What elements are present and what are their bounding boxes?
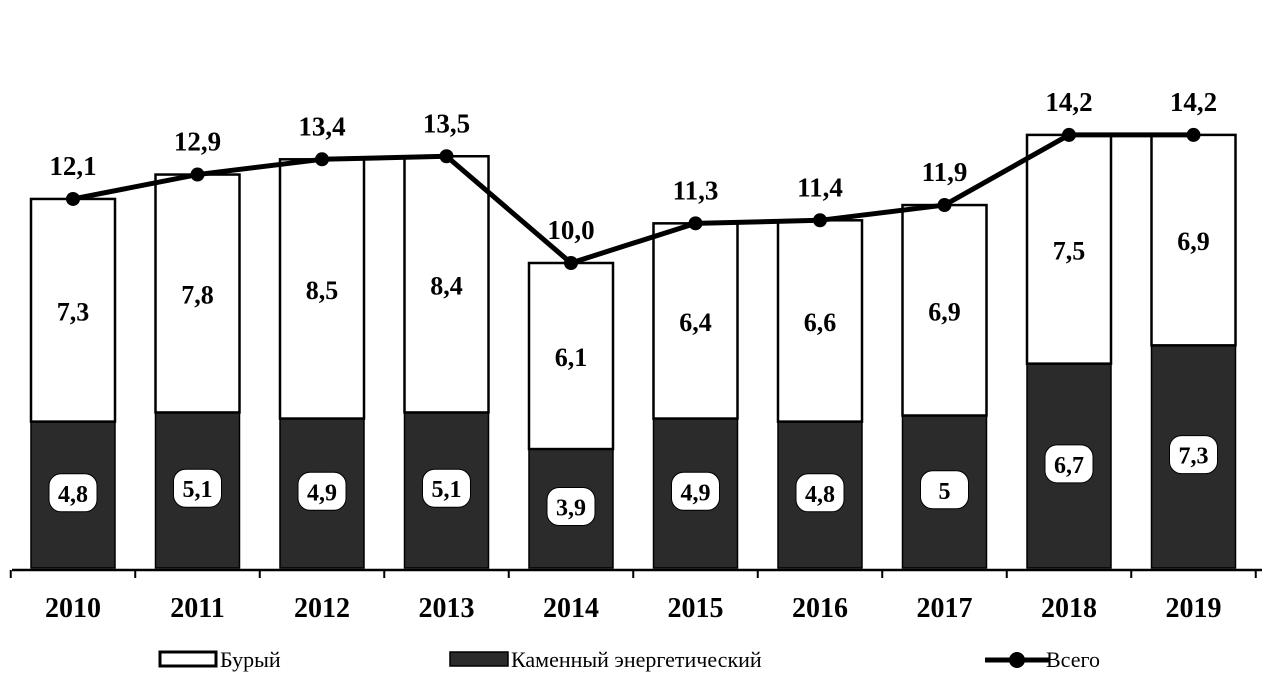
x-tick-label: 2019 (1166, 593, 1222, 624)
data-label-total: 10,0 (547, 215, 594, 245)
data-label-coal-bg (920, 470, 969, 510)
x-tick-label: 2010 (45, 593, 101, 624)
total-point (439, 149, 454, 164)
legend-swatch-coal (449, 651, 509, 667)
data-label-coal: 4,9 (681, 480, 711, 506)
data-label-coal: 4,8 (805, 482, 835, 508)
data-label-total: 12,1 (49, 151, 96, 181)
data-label-brown: 6,6 (804, 308, 837, 337)
data-label-coal: 6,7 (1054, 453, 1084, 479)
data-label-brown: 6,1 (555, 343, 588, 372)
total-point (813, 213, 827, 228)
data-label-coal-bg (1044, 444, 1094, 484)
data-label-total: 14,2 (1045, 87, 1092, 117)
bar-brown (901, 203, 988, 417)
data-label-total: 11,3 (673, 175, 719, 205)
data-label-coal: 5 (939, 479, 951, 505)
data-label-brown: 8,4 (430, 271, 463, 300)
total-point (564, 256, 578, 270)
total-line-layer (66, 127, 1201, 270)
data-label-total: 11,4 (797, 172, 843, 202)
total-point (66, 191, 80, 206)
total-point (315, 152, 329, 167)
data-label-coal-bg (173, 468, 222, 508)
x-tick-label: 2013 (419, 593, 475, 624)
data-label-coal-bg (48, 473, 98, 513)
bar-brown (154, 173, 241, 414)
x-tick-label: 2014 (543, 593, 599, 624)
data-label-coal-bg (297, 471, 347, 511)
total-point (688, 216, 703, 231)
data-label-brown: 6,9 (928, 297, 961, 326)
x-axis: 2010 2011 2012 2013 2014 2015 2016 2017 2018 2019 (9, 568, 1262, 624)
data-label-coal-bg (546, 487, 596, 527)
data-label-brown: 6,4 (679, 308, 712, 337)
x-tick-label: 2016 (792, 593, 848, 624)
data-label-total: 13,4 (298, 111, 345, 141)
bar-brown (278, 158, 366, 420)
data-label-coal: 4,8 (58, 482, 88, 508)
legend-label-coal: Каменный энергетический (511, 647, 762, 672)
legend-label-total: Всего (1046, 647, 1100, 672)
total-line (72, 132, 1194, 266)
bar-brown (652, 222, 739, 420)
total-point (190, 167, 205, 182)
data-label-brown: 7,8 (181, 281, 214, 310)
data-label-total: 14,2 (1170, 87, 1217, 117)
data-label-brown: 7,5 (1053, 236, 1086, 265)
x-tick-label: 2011 (170, 593, 224, 624)
data-label-coal-bg (671, 471, 720, 511)
data-label-coal-bg (1169, 435, 1218, 475)
legend-swatch-brown (158, 650, 218, 668)
data-label-coal: 5,1 (183, 477, 213, 503)
data-label-brown: 8,5 (306, 276, 339, 305)
data-label-coal-bg (795, 473, 845, 513)
data-label-total: 13,5 (423, 108, 470, 138)
x-tick-label: 2012 (294, 593, 350, 624)
value-labels-layer: 7,3 4,8 7,8 5,1 8,5 4,9 8,4 5,1 6,1 3,9 6,4 4,9 6,6 4… (48, 87, 1218, 527)
data-label-coal: 4,9 (307, 480, 337, 506)
legend-label-brown: Бурый (220, 647, 281, 672)
data-label-coal: 3,9 (556, 496, 586, 522)
data-label-coal: 5,1 (432, 477, 462, 503)
data-label-brown: 6,9 (1177, 227, 1210, 256)
total-point (1062, 127, 1076, 142)
x-tick-label: 2018 (1041, 593, 1097, 624)
data-label-total: 11,9 (922, 157, 968, 187)
legend: Бурый Каменный энергетический Всего (158, 647, 1100, 672)
data-label-coal: 7,3 (1179, 444, 1209, 470)
bar-brown (1025, 133, 1113, 365)
x-tick-label: 2017 (917, 593, 973, 624)
data-label-brown: 7,3 (57, 297, 90, 326)
total-point (1186, 127, 1201, 142)
bar-brown (403, 155, 490, 414)
bar-coal (901, 414, 988, 569)
x-tick-label: 2015 (668, 593, 724, 624)
bar-brown (29, 197, 117, 423)
data-label-total: 12,9 (174, 127, 221, 157)
bar-brown (527, 261, 615, 451)
bars-layer (29, 133, 1237, 569)
total-point (937, 198, 952, 213)
bar-brown (1150, 133, 1237, 347)
data-label-coal-bg (422, 468, 471, 508)
legend-swatch-total-marker (1009, 652, 1025, 668)
